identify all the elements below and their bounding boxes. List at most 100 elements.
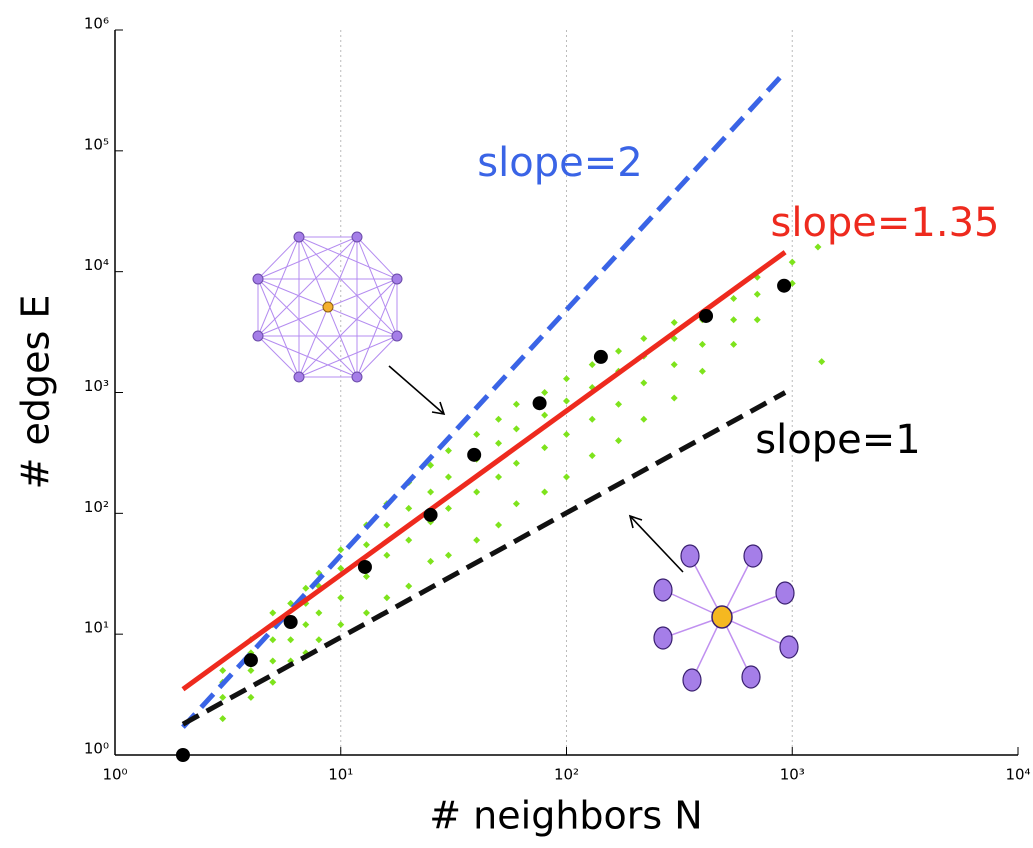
y-tick-label: 10⁶: [84, 15, 109, 33]
data-point: [337, 621, 344, 628]
data-point: [671, 319, 678, 326]
data-point: [269, 636, 276, 643]
star-graph-icon: [654, 545, 798, 691]
data-point: [473, 537, 480, 544]
y-tick-label: 10¹: [84, 619, 109, 637]
data-point: [495, 473, 502, 480]
data-point: [269, 657, 276, 664]
data-point: [383, 522, 390, 529]
x-tick-label: 10⁴: [1005, 766, 1030, 784]
data-point: [589, 361, 596, 368]
data-point: [302, 621, 309, 628]
data-point: [495, 416, 502, 423]
data-point: [219, 667, 226, 674]
y-tick-label: 10⁵: [84, 135, 109, 153]
data-point: [383, 594, 390, 601]
data-point: [589, 452, 596, 459]
bin-point: [533, 396, 547, 410]
data-point: [730, 295, 737, 302]
data-point: [730, 316, 737, 323]
data-point: [789, 259, 796, 266]
data-point: [541, 389, 548, 396]
data-point: [445, 505, 452, 512]
data-point: [315, 636, 322, 643]
data-point: [513, 401, 520, 408]
data-point: [541, 444, 548, 451]
bin-point: [699, 309, 713, 323]
data-point: [541, 412, 548, 419]
data-point: [269, 609, 276, 616]
bin-point: [244, 653, 258, 667]
data-point: [405, 537, 412, 544]
y-tick-label: 10³: [84, 377, 109, 395]
data-point: [302, 585, 309, 592]
data-point: [563, 473, 570, 480]
data-point: [427, 489, 434, 496]
bin-point: [594, 350, 608, 364]
data-point: [640, 416, 647, 423]
y-tick-label: 10²: [84, 498, 109, 516]
data-point: [363, 573, 370, 580]
data-point: [405, 583, 412, 590]
y-tick-label: 10⁰: [84, 740, 109, 758]
bin-point: [424, 508, 438, 522]
data-point: [473, 489, 480, 496]
page: {"chart_data":{"type":"scatter","log_x":…: [0, 0, 1033, 848]
data-point: [383, 552, 390, 559]
bin-point: [777, 279, 791, 293]
y-axis-label: # edges E: [14, 295, 58, 490]
data-point: [427, 558, 434, 565]
data-point: [541, 489, 548, 496]
bin-point: [176, 748, 190, 762]
data-point: [513, 425, 520, 432]
annotation: slope=1: [755, 417, 920, 463]
data-point: [247, 667, 254, 674]
data-point: [363, 541, 370, 548]
data-point: [754, 316, 761, 323]
data-point: [563, 398, 570, 405]
x-tick-label: 10³: [780, 766, 805, 784]
data-point: [615, 401, 622, 408]
data-point: [495, 522, 502, 529]
x-tick-label: 10⁰: [102, 766, 127, 784]
data-point: [337, 546, 344, 553]
data-point: [219, 694, 226, 701]
data-point: [589, 416, 596, 423]
data-point: [287, 636, 294, 643]
data-point: [615, 348, 622, 355]
bin-point: [467, 448, 481, 462]
plot: 10⁰ 10¹ 10² 10³ 10⁴ 10⁰ 10¹ 10² 10³ 10⁴ 10⁵ 10⁶: [84, 15, 1031, 784]
arrows: [389, 366, 683, 572]
data-point: [640, 335, 647, 342]
data-point: [445, 552, 452, 559]
data-point: [445, 473, 452, 480]
data-point: [699, 368, 706, 375]
data-point: [563, 431, 570, 438]
data-point: [513, 500, 520, 507]
data-point: [405, 505, 412, 512]
y-tick-label: 10⁴: [84, 256, 109, 274]
data-point: [269, 679, 276, 686]
data-point: [219, 715, 226, 722]
x-tick-label: 10¹: [328, 766, 353, 784]
chart: # neighbors N # edges E 10⁰10¹10²10³10⁴1…: [0, 0, 1033, 848]
data-point: [337, 594, 344, 601]
bin-point: [358, 560, 372, 574]
data-point: [473, 431, 480, 438]
data-point: [513, 460, 520, 467]
data-point: [563, 375, 570, 382]
data-point: [754, 291, 761, 298]
data-point: [699, 341, 706, 348]
data-point: [640, 379, 647, 386]
bin-point: [284, 615, 298, 629]
x-axis-label: # neighbors N: [429, 794, 702, 838]
annotation: slope=2: [477, 140, 642, 186]
fit-line: [183, 252, 785, 689]
data-point: [818, 358, 825, 365]
data-point: [671, 361, 678, 368]
data-point: [315, 609, 322, 616]
x-tick-label: 10²: [554, 766, 579, 784]
data-point: [363, 609, 370, 616]
complete-graph-icon: [253, 232, 402, 382]
data-point: [730, 341, 737, 348]
